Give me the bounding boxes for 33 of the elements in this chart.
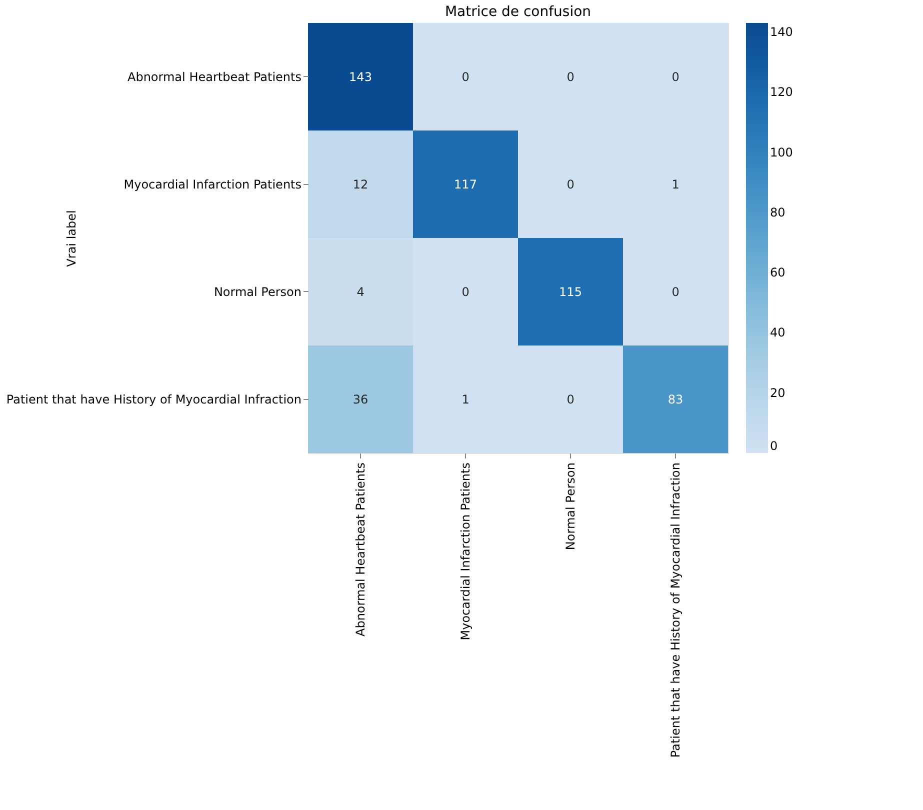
x-tick-label: Myocardial Infarction Patients [458, 462, 472, 640]
data-label: 143 [349, 70, 372, 84]
color-bar-label: 0 [770, 439, 778, 453]
data-label: 0 [462, 284, 470, 299]
data-label: 83 [668, 392, 684, 406]
y-tick-label: Myocardial Infarction Patients [124, 177, 302, 192]
color-bar-label: 100 [770, 145, 793, 160]
data-label: 117 [454, 177, 477, 192]
chart-title: Matrice de confusion [444, 4, 592, 20]
data-label: 115 [559, 284, 582, 299]
y-tick-label: Abnormal Heartbeat Patients [128, 70, 302, 84]
data-label: 0 [566, 70, 574, 84]
data-label: 1 [462, 392, 470, 406]
data-label: 0 [672, 284, 680, 299]
data-label: 0 [566, 177, 574, 192]
data-label: 36 [352, 392, 368, 406]
y-tick-label: Patient that have History of Myocardial Infraction [6, 392, 302, 406]
color-bar-label: 20 [770, 386, 786, 400]
x-tick-label: Normal Person [564, 462, 578, 550]
color-bar-label: 60 [770, 266, 786, 280]
data-label: 0 [672, 70, 680, 84]
color-bar-label: 80 [770, 205, 786, 220]
data-label: 1 [672, 177, 680, 192]
color-bar-label: 120 [770, 85, 793, 100]
color-bar-label: 40 [770, 326, 786, 340]
data-label: 12 [352, 177, 368, 192]
y-axis-title: Vrai label [64, 210, 78, 267]
color-bar-label: 140 [770, 25, 793, 40]
data-label: 0 [462, 70, 470, 84]
data-label: 4 [356, 284, 364, 299]
x-tick-label: Patient that have History of Myocardial Infraction [668, 462, 682, 758]
data-label: 0 [566, 392, 574, 406]
y-tick-label: Normal Person [214, 284, 302, 299]
